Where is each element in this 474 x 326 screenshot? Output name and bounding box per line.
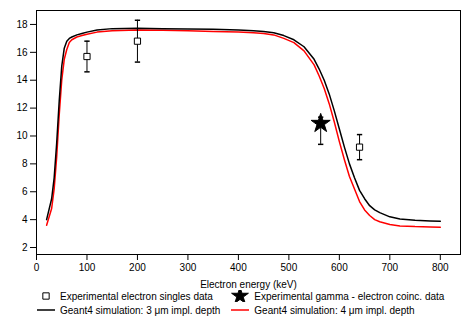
svg-text:8: 8	[22, 158, 28, 169]
svg-text:300: 300	[180, 262, 197, 273]
html-text:Geant4 simulation: 3 μm impl.: Geant4 simulation: 3 μm impl. depth	[60, 304, 221, 316]
svg-text:400: 400	[230, 262, 247, 273]
html-text:Experimental electron singles: Experimental electron singles data	[60, 290, 213, 302]
svg-text:6: 6	[22, 186, 28, 197]
svg-text:12: 12	[16, 102, 28, 113]
svg-text:Electron energy (keV): Electron energy (keV)	[200, 279, 297, 290]
svg-text:600: 600	[331, 262, 348, 273]
svg-text:800: 800	[432, 262, 449, 273]
svg-text:18: 18	[16, 19, 28, 30]
html-text:Geant4 simulation: 4 μm impl.: Geant4 simulation: 4 μm impl. depth	[254, 304, 415, 316]
svg-text:10: 10	[16, 130, 28, 141]
svg-text:700: 700	[381, 262, 398, 273]
svg-text:200: 200	[129, 262, 146, 273]
svg-text:16: 16	[16, 47, 28, 58]
svg-text:100: 100	[79, 262, 96, 273]
html-text:Experimental gamma - electron: Experimental gamma - electron coinc. dat…	[254, 290, 445, 302]
svg-text:500: 500	[281, 262, 298, 273]
svg-text:0: 0	[34, 262, 40, 273]
svg-text:4: 4	[22, 214, 28, 225]
svg-text:2: 2	[22, 242, 28, 253]
svg-text:14: 14	[16, 74, 28, 85]
